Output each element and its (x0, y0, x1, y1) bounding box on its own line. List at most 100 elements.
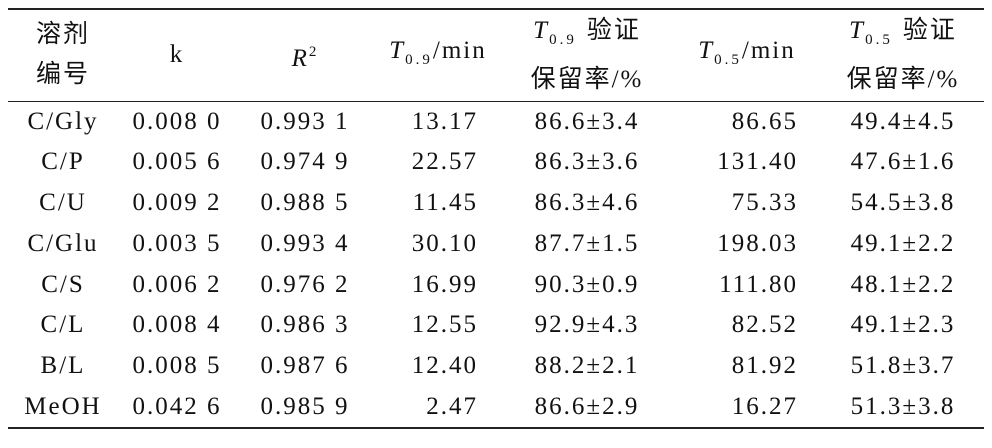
row-label: C/P (41, 148, 85, 176)
header-cell: 溶剂 编号 (8, 9, 118, 101)
table-cell: 111.80 (719, 270, 798, 298)
table-cell: 0.993 4 (260, 229, 350, 257)
table-row: MeOH 0.042 6 0.985 9 2.47 86.6±2.9 16.27 51.3±… (8, 387, 984, 428)
table-cell: 0.008 4 (132, 311, 222, 339)
table-cell: 22.57 (411, 148, 478, 176)
table-cell: 86.3±4.6 (534, 188, 640, 216)
table-cell: 49.4±4.5 (850, 107, 956, 135)
table-cell: 0.042 6 (132, 392, 222, 420)
table-cell: 0.009 2 (132, 188, 222, 216)
table-cell: 54.5±3.8 (850, 188, 956, 216)
header-line: 编号 (8, 55, 118, 95)
row-label: C/S (41, 270, 85, 298)
table-cell: 13.17 (411, 107, 478, 135)
header-text: 验证 (902, 16, 957, 44)
table-cell: 16.99 (411, 270, 478, 298)
header-symbol: T (389, 36, 406, 64)
table-cell: 11.45 (412, 188, 478, 216)
table-cell: 0.005 6 (132, 148, 222, 176)
header-text: 保留率/% (846, 65, 960, 93)
header-cell: T0.9/min (374, 9, 502, 101)
table-cell: 16.27 (731, 392, 798, 420)
table-row: C/Gly 0.008 0 0.993 1 13.17 86.6±3.4 86.65 49.… (8, 101, 984, 142)
table-cell: 81.92 (731, 352, 798, 380)
row-label: C/Glu (27, 229, 99, 257)
table-cell: 2.47 (426, 392, 478, 420)
header-line: 溶剂 (8, 15, 118, 55)
header-cell: R2 (236, 9, 374, 101)
header-cell: T0.5/min (672, 9, 822, 101)
header-cell: T0.9 验证保留率/% (502, 9, 672, 101)
table-cell: 12.55 (411, 311, 478, 339)
header-subscript: 0.5 (714, 51, 742, 68)
table-cell: 0.986 3 (260, 311, 350, 339)
table-cell: 131.40 (717, 148, 798, 176)
header-cell: T0.5 验证保留率/% (822, 9, 984, 101)
header-line: 保留率/% (502, 60, 672, 100)
header-subscript: 0.9 (549, 31, 577, 48)
header-line: 保留率/% (822, 60, 984, 100)
row-label: C/U (39, 188, 87, 216)
table-cell: 51.3±3.8 (850, 392, 956, 420)
header-line: T0.9 验证 (502, 11, 672, 60)
header-symbol: T (849, 16, 866, 44)
header-text: 保留率/% (530, 65, 644, 93)
table-row: C/Glu 0.003 5 0.993 4 30.10 87.7±1.5 198.03 49… (8, 223, 984, 264)
table-cell: 0.987 6 (260, 352, 350, 380)
header-text: k (169, 41, 185, 69)
header-subscript: 0.9 (405, 51, 433, 68)
table-cell: 86.6±3.4 (534, 107, 640, 135)
table-cell: 0.988 5 (260, 188, 350, 216)
table-row: B/L 0.008 5 0.987 6 12.40 88.2±2.1 81.92 51.8±… (8, 346, 984, 387)
row-label: C/Gly (27, 107, 99, 135)
header-symbol: T (698, 36, 715, 64)
table-cell: 0.003 5 (132, 229, 222, 257)
table-row: C/P 0.005 6 0.974 9 22.57 86.3±3.6 131.40 47.6… (8, 142, 984, 183)
table-cell: 90.3±0.9 (534, 270, 640, 298)
header-symbol: R (291, 44, 309, 72)
header-subscript: 0.5 (865, 31, 893, 48)
table-cell: 0.974 9 (260, 148, 350, 176)
header-text: /min (432, 36, 487, 64)
table-row: C/U 0.009 2 0.988 5 11.45 86.3±4.6 75.33 54.5±… (8, 183, 984, 224)
header-text: 验证 (586, 16, 641, 44)
table-body: C/Gly 0.008 0 0.993 1 13.17 86.6±3.4 86.65 49.… (8, 101, 984, 428)
table-row: C/L 0.008 4 0.986 3 12.55 92.9±4.3 82.52 49.1±… (8, 305, 984, 346)
header-line: k (118, 35, 236, 75)
data-table: 溶剂 编号 k R2 T0.9/min T0.9 验证 保留率/% T0.5/min T0.5 验证… (8, 8, 984, 429)
header-row: 溶剂 编号 k R2 T0.9/min T0.9 验证 保留率/% T0.5/min T0.5 验证… (8, 9, 984, 101)
table-cell: 0.976 2 (260, 270, 350, 298)
table-cell: 49.1±2.2 (850, 229, 956, 257)
table-cell: 0.006 2 (132, 270, 222, 298)
table-cell: 0.008 0 (132, 107, 222, 135)
header-symbol: T (533, 16, 550, 44)
table-cell: 86.6±2.9 (534, 392, 640, 420)
header-line: T0.5 验证 (822, 11, 984, 60)
table-cell: 92.9±4.3 (534, 311, 640, 339)
table-cell: 88.2±2.1 (534, 352, 640, 380)
header-cell: k (118, 9, 236, 101)
table-cell: 49.1±2.3 (850, 311, 956, 339)
table-cell: 87.7±1.5 (534, 229, 640, 257)
table-cell: 30.10 (411, 229, 478, 257)
header-line: R2 (236, 32, 374, 79)
table-cell: 0.993 1 (260, 107, 350, 135)
row-label: MeOH (24, 392, 102, 420)
table-container: 溶剂 编号 k R2 T0.9/min T0.9 验证 保留率/% T0.5/min T0.5 验证… (8, 8, 984, 429)
header-text: 编号 (35, 61, 90, 89)
table-cell: 82.52 (731, 311, 798, 339)
header-text: 溶剂 (35, 21, 90, 49)
row-label: C/L (40, 311, 86, 339)
table-cell: 51.8±3.7 (850, 352, 956, 380)
table-cell: 12.40 (411, 352, 478, 380)
row-label: B/L (40, 352, 86, 380)
table-cell: 75.33 (731, 188, 798, 216)
table-header: 溶剂 编号 k R2 T0.9/min T0.9 验证 保留率/% T0.5/min T0.5 验证… (8, 9, 984, 101)
table-cell: 47.6±1.6 (850, 148, 956, 176)
header-superscript: 2 (308, 43, 319, 60)
table-cell: 86.65 (731, 107, 798, 135)
header-text: /min (741, 36, 796, 64)
table-cell: 48.1±2.2 (850, 270, 956, 298)
header-line: T0.5/min (672, 31, 822, 80)
